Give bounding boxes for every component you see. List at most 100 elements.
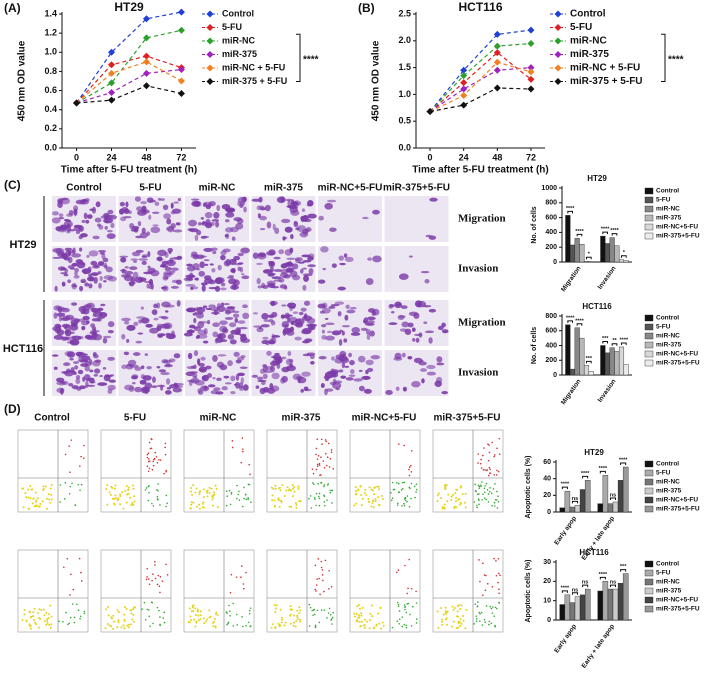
significance-bracket — [586, 360, 592, 364]
flow-dot — [311, 482, 314, 484]
flow-dot — [455, 500, 458, 503]
flow-dot — [328, 587, 330, 590]
flow-dot — [194, 491, 197, 494]
flow-dot — [24, 492, 27, 495]
flow-dot — [208, 609, 211, 612]
cell-stain — [63, 273, 69, 277]
flow-dot — [125, 607, 128, 610]
micrograph-bg — [384, 196, 449, 242]
chart-title: HT29 — [114, 0, 144, 14]
flow-dot — [112, 614, 115, 617]
flow-dot — [248, 463, 251, 466]
cell-stain — [240, 377, 244, 384]
flow-dot — [381, 498, 384, 501]
significance-label: **** — [599, 572, 608, 578]
flow-dot — [242, 625, 244, 628]
cell-stain — [280, 263, 288, 269]
cell-stain — [428, 337, 433, 344]
flow-dot — [230, 491, 233, 494]
flow-dot — [280, 501, 283, 504]
flow-dot — [482, 594, 484, 596]
flow-dot — [110, 485, 113, 488]
legend-label: miR-375 — [656, 342, 682, 349]
flow-dot — [152, 573, 154, 576]
cell-stain — [200, 217, 205, 220]
flow-dot — [152, 505, 155, 507]
micrograph — [384, 196, 449, 242]
legend-swatch — [644, 578, 654, 586]
flow-dot — [148, 467, 151, 470]
significance-label: **** — [561, 482, 570, 488]
flow-dot — [68, 622, 70, 625]
micrograph — [183, 300, 251, 346]
flow-dot — [451, 493, 454, 496]
flow-dot — [73, 616, 76, 619]
flow-dot — [232, 625, 235, 627]
cell-stain — [133, 321, 139, 327]
flow-dot — [273, 504, 276, 507]
cell-stain — [227, 334, 235, 340]
significance-label: ns — [572, 496, 578, 502]
cell-stain — [129, 222, 135, 229]
flow-dot — [236, 624, 239, 626]
cell-stain — [131, 374, 139, 379]
flow-dot — [487, 459, 490, 462]
cell-stain — [126, 324, 136, 331]
flow-dot — [495, 607, 498, 610]
cell-stain — [331, 356, 335, 361]
flow-dot — [497, 557, 500, 560]
flow-dot — [323, 495, 326, 498]
flow-dot — [279, 489, 282, 492]
cell-stain — [286, 257, 296, 261]
flow-dot — [116, 609, 119, 612]
flow-dot — [68, 445, 70, 447]
cell-stain — [237, 266, 241, 272]
cell-stain — [128, 386, 135, 393]
flow-frame — [183, 549, 255, 633]
flow-dot — [444, 484, 447, 487]
flow-dot — [316, 438, 319, 440]
flow-dot — [391, 481, 394, 484]
flow-dot — [199, 610, 202, 613]
flow-dot — [330, 451, 333, 453]
cell-stain — [197, 321, 205, 329]
cell-stain — [273, 268, 283, 272]
series-line — [76, 85, 182, 104]
cell-stain — [192, 201, 202, 208]
micrograph — [51, 196, 118, 242]
flow-dot — [132, 487, 135, 490]
flow-dot — [202, 617, 205, 620]
flow-dot — [111, 497, 114, 500]
cell-stain — [89, 369, 94, 373]
cell-stain — [197, 390, 204, 395]
flow-dot — [25, 496, 28, 499]
flow-dot — [299, 620, 302, 623]
flow-dot — [370, 505, 373, 508]
flow-dot — [195, 487, 198, 490]
cell-stain — [345, 377, 354, 381]
flow-dot — [315, 492, 318, 495]
flow-dot — [481, 454, 484, 457]
cell-stain — [279, 272, 288, 279]
cell-stain — [69, 317, 77, 322]
flow-dot — [442, 506, 445, 509]
flow-dot — [321, 574, 324, 576]
flow-dot — [494, 624, 496, 627]
x-tick-label: Migration — [560, 378, 583, 406]
cell-stain — [303, 386, 309, 392]
flow-dot — [363, 626, 366, 629]
cell-stain — [307, 199, 314, 207]
flow-dot — [355, 612, 358, 615]
cell-stain — [92, 333, 96, 336]
flow-dot — [42, 485, 45, 488]
flow-dot — [317, 558, 320, 560]
cell-stain — [108, 379, 116, 383]
bar — [607, 503, 614, 513]
cell-stain — [205, 307, 213, 311]
legend-swatch — [644, 205, 654, 213]
cell-stain — [220, 282, 226, 287]
flow-dot — [371, 489, 374, 492]
flow-dot — [127, 626, 130, 629]
flow-dot — [488, 451, 491, 454]
significance-bracket — [582, 475, 589, 479]
